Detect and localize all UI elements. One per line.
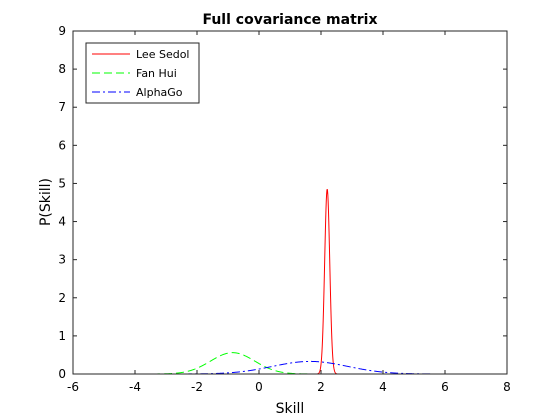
x-tick-label-0: -6 xyxy=(67,380,79,394)
y-tick-label-2: 2 xyxy=(58,291,66,305)
y-tick-label-4: 4 xyxy=(58,215,66,229)
y-tick-label-1: 1 xyxy=(58,329,66,343)
y-tick-label-3: 3 xyxy=(58,253,66,267)
x-tick-label-4: 2 xyxy=(317,380,325,394)
y-tick-label-0: 0 xyxy=(58,367,66,381)
axes: -6 -4 -2 0 2 4 6 8 0 1 2 3 4 5 6 7 8 9 xyxy=(58,24,510,394)
x-axis-label: Skill xyxy=(276,401,305,417)
y-tick-label-9: 9 xyxy=(58,24,66,38)
x-tick-label-7: 8 xyxy=(503,380,511,394)
y-tick-label-6: 6 xyxy=(58,138,66,152)
legend-label-0: Lee Sedol xyxy=(136,48,190,61)
x-tick-label-3: 0 xyxy=(255,380,263,394)
y-axis-label: P(Skill) xyxy=(38,178,54,226)
x-tick-label-6: 6 xyxy=(441,380,449,394)
y-tick-label-5: 5 xyxy=(58,176,66,190)
axes-box xyxy=(72,30,508,375)
y-tick-label-8: 8 xyxy=(58,62,66,76)
x-tick-label-5: 4 xyxy=(379,380,387,394)
legend: Lee Sedol Fan Hui AlphaGo xyxy=(85,42,200,104)
y-tick-label-7: 7 xyxy=(58,100,66,114)
chart-title: Full covariance matrix xyxy=(202,12,377,28)
legend-label-1: Fan Hui xyxy=(136,67,177,80)
x-tick-label-2: -2 xyxy=(191,380,203,394)
legend-label-2: AlphaGo xyxy=(136,86,183,99)
x-tick-label-1: -4 xyxy=(129,380,141,394)
